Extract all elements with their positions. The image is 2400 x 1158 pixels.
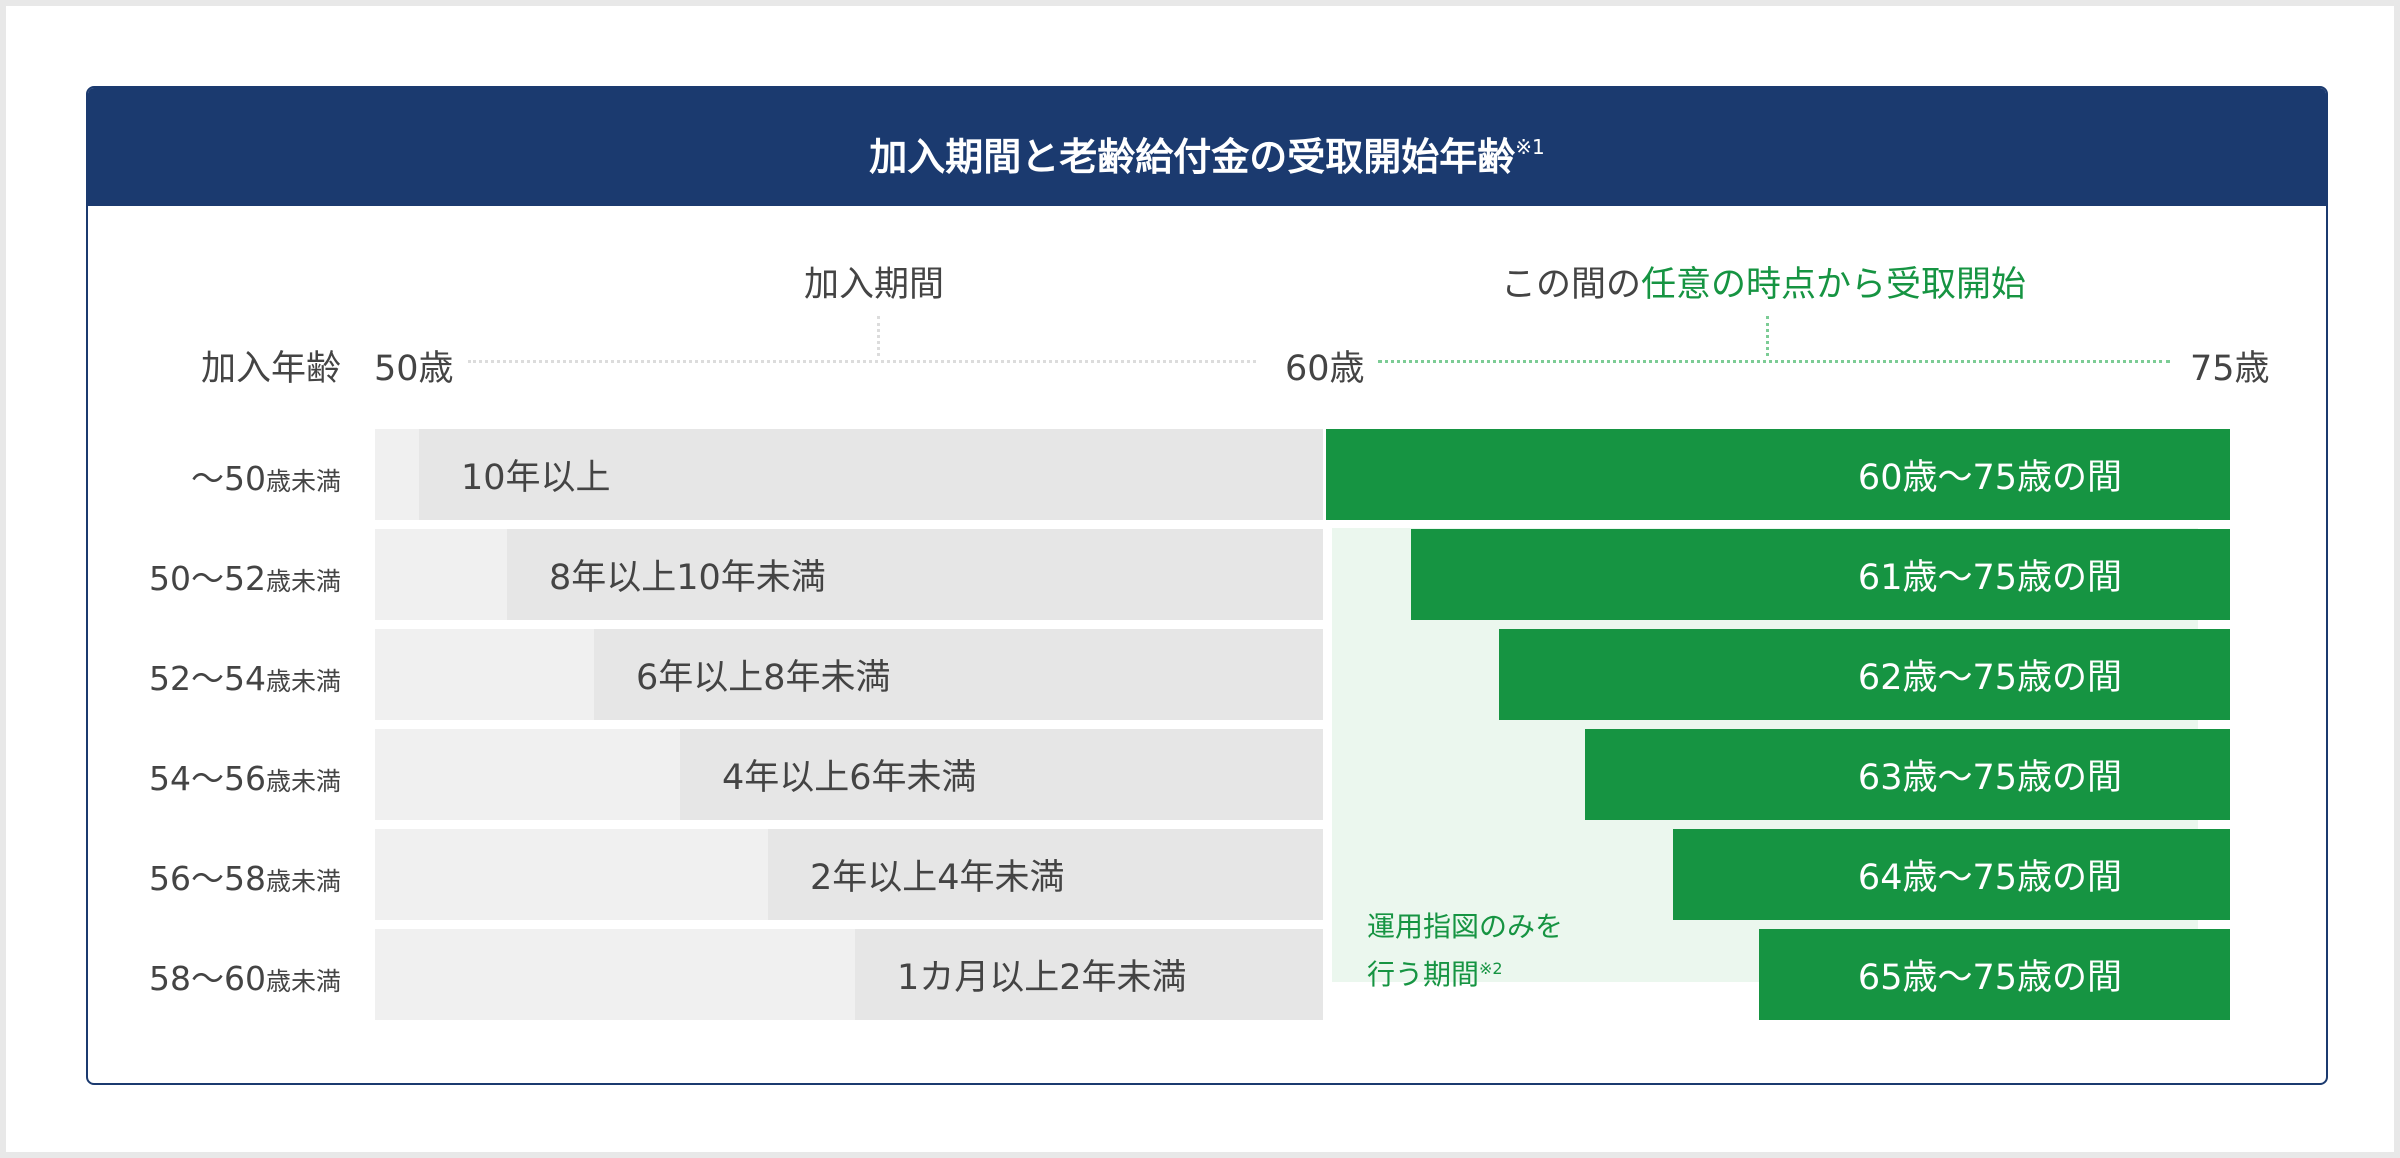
row-label-suffix: 歳未満 (265, 867, 341, 896)
operation-note-line2: 行う期間※2 (1367, 948, 1563, 996)
period-scale-line (468, 360, 1256, 363)
row-label-age: 56〜58 (149, 859, 266, 898)
scale-mid-label: 60歳 (1285, 349, 1365, 389)
receive-bar: 64歳〜75歳の間 (1673, 829, 2230, 920)
diagram-body: 加入期間 この間の任意の時点から受取開始 加入年齢 50歳 60歳 75歳 〜5… (88, 88, 2326, 1083)
period-connector (877, 316, 880, 356)
page-background: 加入期間と老齢給付金の受取開始年齢※1 加入期間 この間の任意の時点から受取開始… (6, 6, 2394, 1152)
period-bar: 8年以上10年未満 (507, 529, 1323, 620)
period-bar-label: 8年以上10年未満 (549, 558, 826, 598)
receive-bar-label: 63歳〜75歳の間 (1857, 758, 2122, 798)
row-label-age: 〜50 (190, 459, 266, 498)
receive-bar: 65歳〜75歳の間 (1759, 929, 2230, 1020)
operation-note: 運用指図のみを 行う期間※2 (1367, 906, 1563, 996)
row-label: 〜50歳未満 (88, 452, 341, 500)
operation-note-mark: ※2 (1479, 959, 1503, 978)
receive-header-prefix: この間の (1501, 265, 1642, 305)
receive-scale-line (1378, 360, 2170, 363)
row-label-suffix: 歳未満 (265, 467, 341, 496)
period-bar-label: 6年以上8年未満 (636, 658, 891, 698)
operation-note-line1: 運用指図のみを (1367, 910, 1564, 943)
title-text: 加入期間と老齢給付金の受取開始年齢 (869, 135, 1516, 179)
row-label-age: 58〜60 (149, 959, 266, 998)
row-label: 58〜60歳未満 (88, 952, 341, 1000)
row-label-suffix: 歳未満 (265, 667, 341, 696)
receive-header: この間の任意の時点から受取開始 (1501, 256, 2026, 307)
receive-connector (1766, 316, 1769, 356)
receive-bar-label: 61歳〜75歳の間 (1857, 558, 2122, 598)
period-bar: 1カ月以上2年未満 (855, 929, 1323, 1020)
receive-bar-label: 64歳〜75歳の間 (1857, 858, 2122, 898)
receive-bar: 63歳〜75歳の間 (1585, 729, 2230, 820)
receive-bar-label: 65歳〜75歳の間 (1857, 958, 2122, 998)
row-label: 52〜54歳未満 (88, 652, 341, 700)
scale-start-label: 50歳 (374, 349, 454, 389)
period-bar-label: 1カ月以上2年未満 (897, 958, 1187, 998)
receive-bar: 61歳〜75歳の間 (1411, 529, 2230, 620)
period-bar-label: 4年以上6年未満 (722, 758, 977, 798)
row-label-suffix: 歳未満 (265, 967, 341, 996)
receive-bar-label: 60歳〜75歳の間 (1857, 458, 2122, 498)
period-bar-label: 10年以上 (461, 458, 611, 498)
period-bar: 10年以上 (419, 429, 1323, 520)
receive-header-highlight: 任意の時点から受取開始 (1641, 265, 2027, 305)
period-bar: 6年以上8年未満 (594, 629, 1323, 720)
diagram-card: 加入期間と老齢給付金の受取開始年齢※1 加入期間 この間の任意の時点から受取開始… (86, 86, 2328, 1085)
row-label-age: 52〜54 (149, 659, 266, 698)
period-bar: 2年以上4年未満 (768, 829, 1323, 920)
title-note-mark: ※1 (1515, 135, 1545, 159)
row-label: 50〜52歳未満 (88, 552, 341, 600)
receive-bar-label: 62歳〜75歳の間 (1857, 658, 2122, 698)
operation-note-text: 行う期間 (1367, 958, 1480, 991)
receive-bar: 60歳〜75歳の間 (1326, 429, 2230, 520)
card-title: 加入期間と老齢給付金の受取開始年齢※1 (88, 88, 2326, 206)
row-label-suffix: 歳未満 (265, 767, 341, 796)
scale-end-label: 75歳 (2190, 349, 2270, 389)
row-label: 54〜56歳未満 (88, 752, 341, 800)
age-column-header: 加入年齢 (201, 349, 342, 389)
period-header: 加入期間 (804, 265, 945, 305)
row-label-age: 54〜56 (149, 759, 266, 798)
row-label: 56〜58歳未満 (88, 852, 341, 900)
period-bar: 4年以上6年未満 (680, 729, 1323, 820)
period-bar-label: 2年以上4年未満 (810, 858, 1065, 898)
row-label-age: 50〜52 (149, 559, 266, 598)
row-label-suffix: 歳未満 (265, 567, 341, 596)
receive-bar: 62歳〜75歳の間 (1499, 629, 2230, 720)
